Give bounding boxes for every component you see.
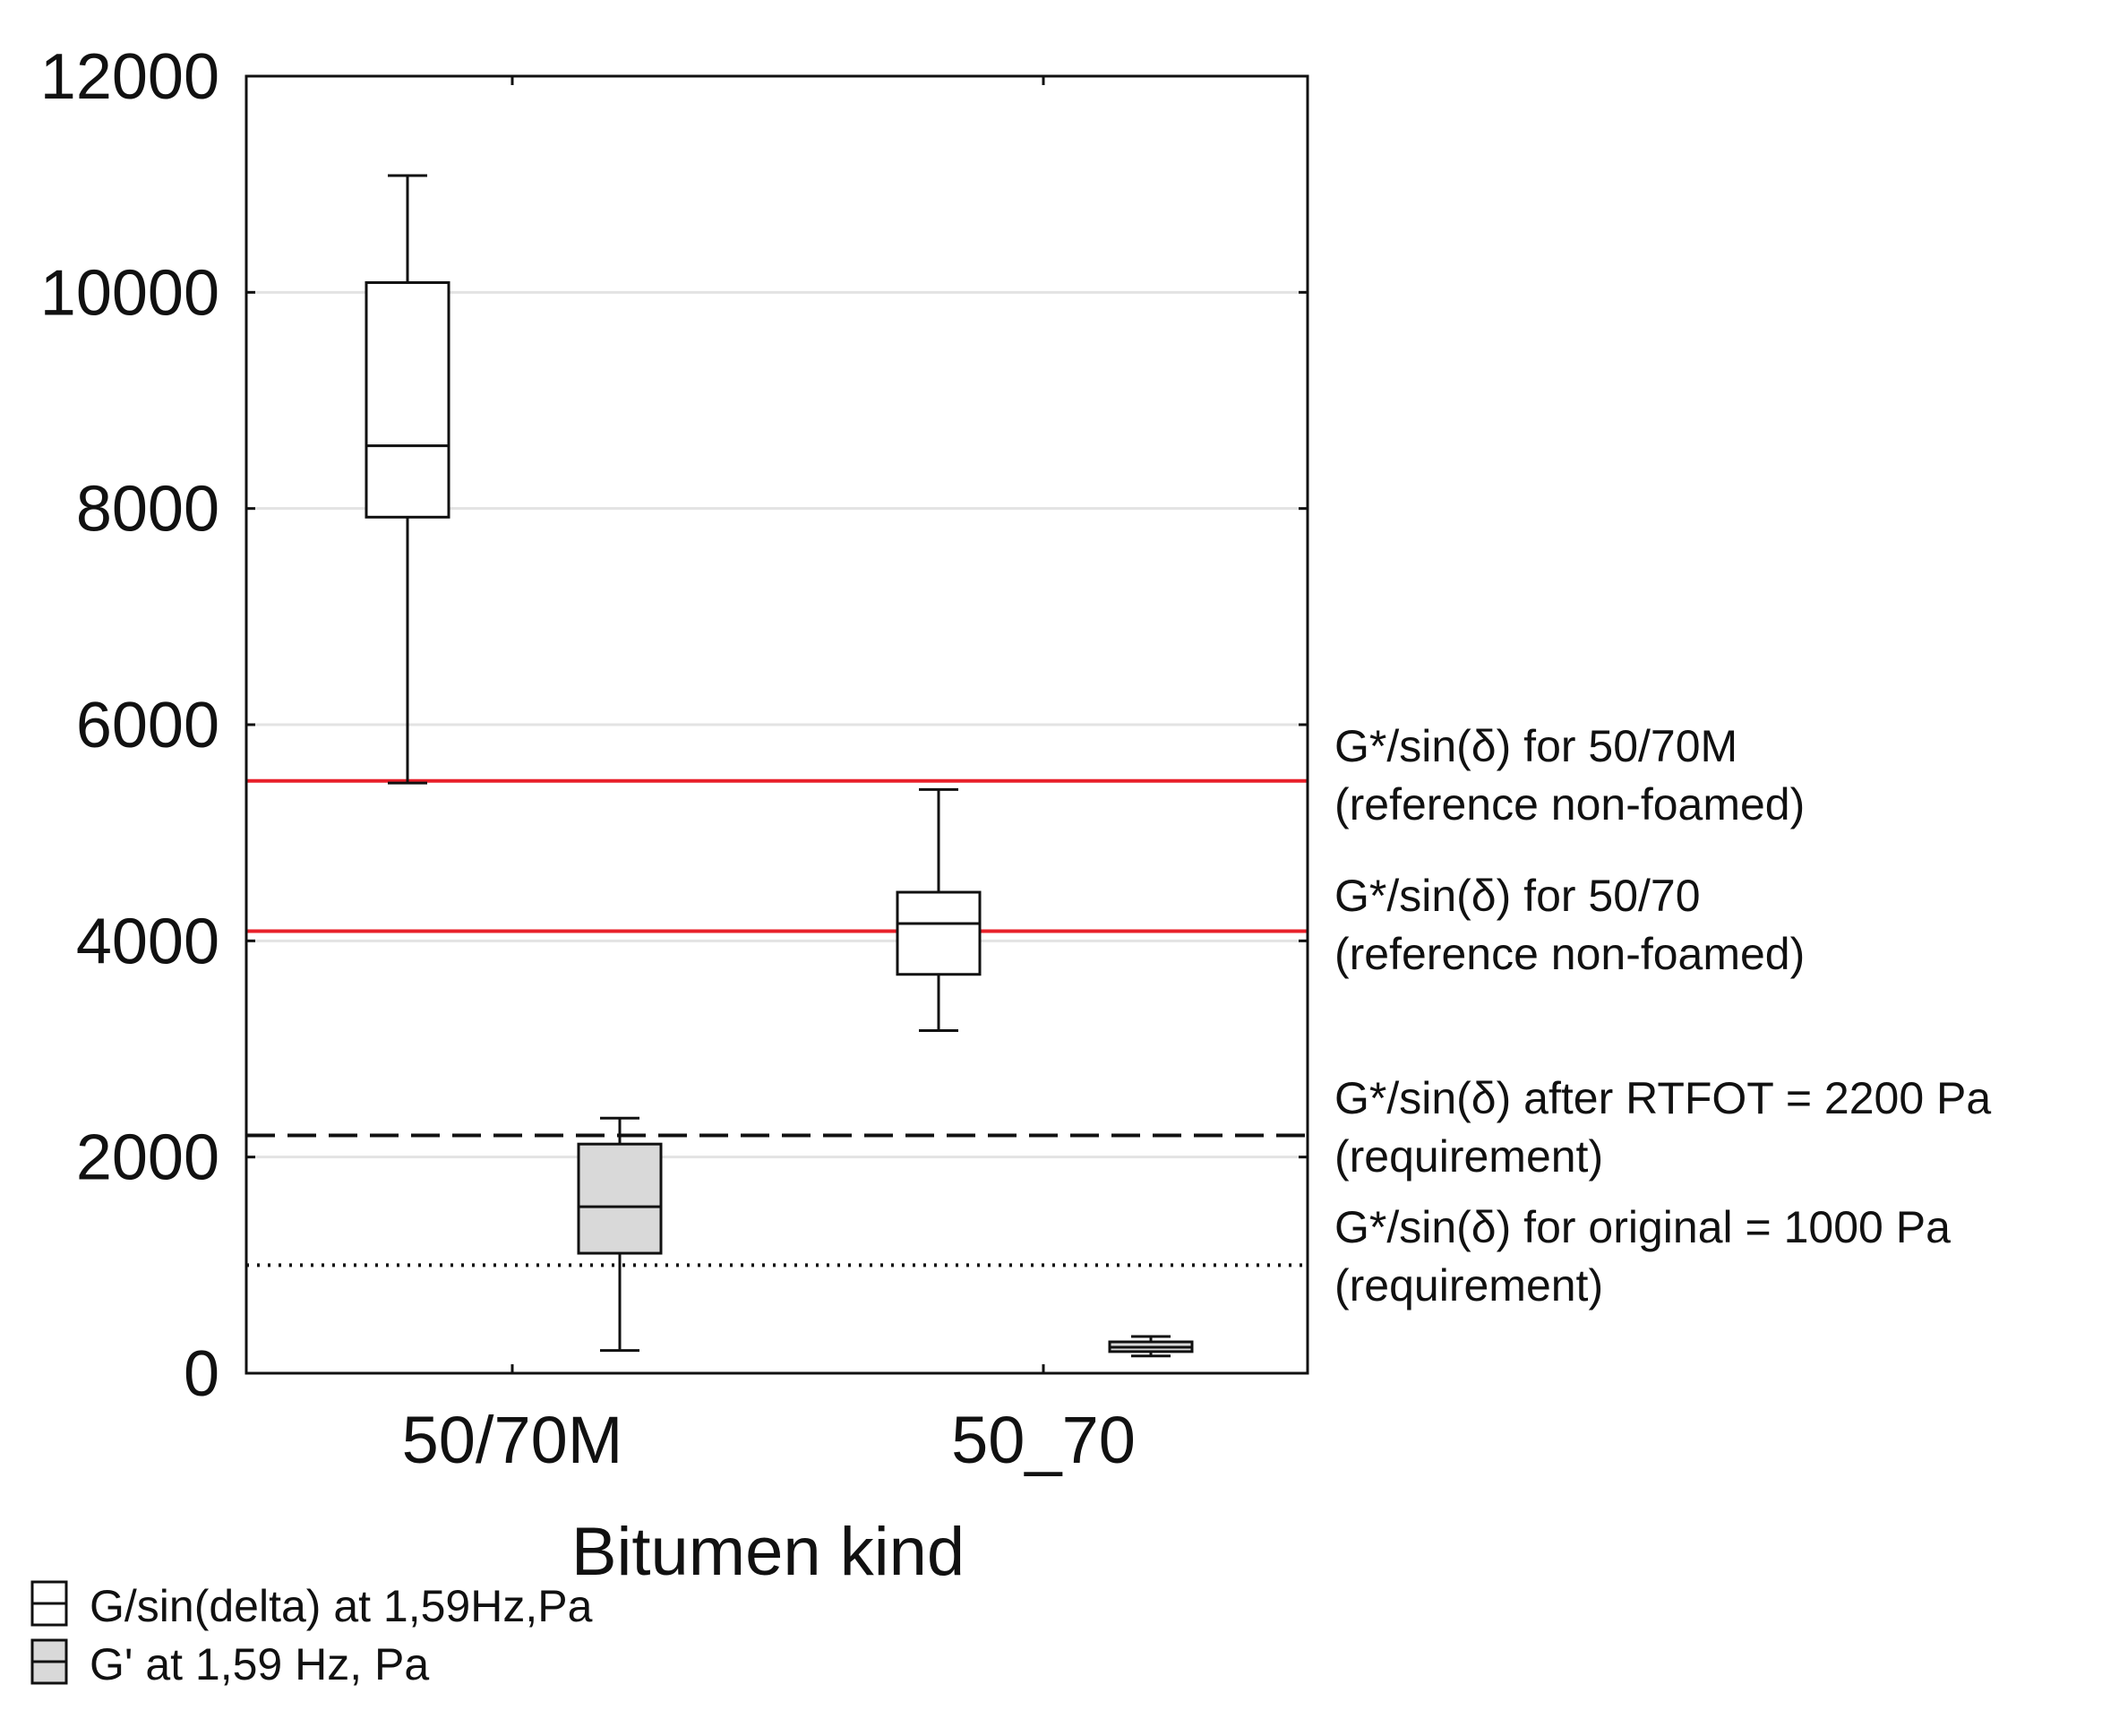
box-iqr — [896, 890, 982, 976]
box-gsin-5070 — [896, 787, 982, 1032]
y-tick-label: 2000 — [76, 1122, 219, 1194]
axis-ticks: 0 2000 4000 6000 8000 10000 12000 50/70M 50_70 — [40, 41, 1308, 1477]
x-axis-label: Bitumen kind — [571, 1514, 965, 1590]
reference-label: G*/sin(δ) after RTFOT = 2200 Pa — [1334, 1073, 1991, 1123]
box-plots — [365, 174, 1194, 1358]
y-tick-label: 8000 — [76, 474, 219, 546]
legend: G/sin(delta) at 1,59Hz,Pa G' at 1,59 Hz, … — [30, 1580, 593, 1689]
y-tick-label: 10000 — [40, 257, 219, 329]
box-iqr — [577, 1142, 663, 1255]
reference-label: G*/sin(δ) for 50/70M — [1334, 721, 1737, 771]
x-tick-label: 50_70 — [951, 1403, 1136, 1477]
reference-label: G*/sin(δ) for original = 1000 Pa — [1334, 1202, 1951, 1252]
reference-lines — [246, 778, 1308, 1268]
y-tick-label: 0 — [184, 1338, 219, 1410]
y-tick-label: 12000 — [40, 41, 219, 113]
box-gprime-5070M — [577, 1116, 663, 1353]
y-tick-label: 4000 — [76, 906, 219, 977]
legend-label: G' at 1,59 Hz, Pa — [90, 1639, 429, 1689]
x-tick-label: 50/70M — [402, 1403, 623, 1477]
reference-label-sub: (reference non-foamed) — [1334, 929, 1805, 979]
reference-label-sub: (requirement) — [1334, 1131, 1603, 1182]
reference-label: G*/sin(δ) for 50/70 — [1334, 871, 1701, 921]
reference-label-sub: (reference non-foamed) — [1334, 779, 1805, 829]
y-tick-label: 6000 — [76, 690, 219, 761]
box-gsin-5070M — [365, 174, 450, 785]
box-gprime-5070 — [1108, 1335, 1194, 1358]
legend-label: G/sin(delta) at 1,59Hz,Pa — [90, 1581, 593, 1631]
reference-label-sub: (requirement) — [1334, 1260, 1603, 1311]
reference-annotations: G*/sin(δ) for 50/70M (reference non-foame… — [1334, 721, 1991, 1311]
box-iqr — [365, 280, 450, 519]
